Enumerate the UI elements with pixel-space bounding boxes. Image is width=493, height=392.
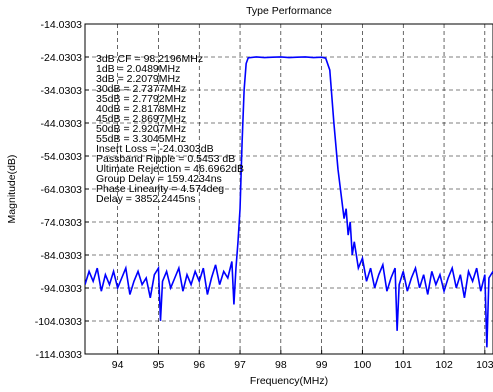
annotation-line: Group Delay = 159.4234ns [96, 173, 222, 185]
chart-title: Type Performance [246, 5, 332, 17]
y-axis-label: Magnitude(dB) [6, 155, 18, 224]
x-tick-label: 102 [435, 359, 453, 371]
y-tick-label: -74.0303 [41, 217, 83, 229]
x-axis-label: Frequency(MHz) [250, 375, 328, 387]
annotation-line: 3dB = 2.2079MHz [96, 73, 180, 85]
annotation-line: 35dB = 2.7792MHz [96, 93, 186, 105]
annotation-line: 3dB CF = 98.2196MHz [96, 53, 203, 65]
annotation-line: Ultimate Rejection = 46.6962dB [96, 163, 244, 175]
x-tick-label: 101 [394, 359, 412, 371]
annotation-line: 30dB = 2.7377MHz [96, 83, 186, 95]
y-tick-label: -104.0303 [35, 316, 82, 328]
x-tick-label: 103 [476, 359, 493, 371]
y-tick-label: -54.0303 [41, 151, 83, 163]
y-tick-label: -114.0303 [35, 349, 82, 361]
annotation-line: 1dB = 2.0489MHz [96, 63, 180, 75]
annotation-line: Phase Linearity = 4.574deg [96, 183, 224, 195]
x-axis-ticks: 94 95 96 97 98 99 100 101 102 103 [112, 350, 493, 371]
annotation-line: Delay = 3852.2445ns [96, 193, 196, 205]
x-tick-label: 99 [316, 359, 328, 371]
x-tick-label: 94 [112, 359, 124, 371]
y-tick-label: -84.0303 [41, 250, 83, 262]
annotation-line: 45dB = 2.8697MHz [96, 113, 186, 125]
x-tick-label: 100 [354, 359, 372, 371]
y-tick-label: -94.0303 [41, 283, 83, 295]
x-tick-label: 98 [275, 359, 287, 371]
y-tick-label: -24.0303 [41, 52, 83, 64]
x-tick-label: 97 [234, 359, 246, 371]
y-axis-ticks: -14.0303 -24.0303 -34.0303 -44.0303 -54.0303… [35, 19, 89, 361]
y-tick-label: -64.0303 [41, 184, 83, 196]
series-line [85, 56, 493, 348]
annotation-line: Passband Ripple = 0.5453 dB [96, 153, 235, 165]
annotation-line: 50dB = 2.9207MHz [96, 123, 186, 135]
y-tick-label: -34.0303 [41, 85, 83, 97]
x-tick-label: 95 [153, 359, 165, 371]
y-tick-label: -44.0303 [41, 118, 83, 130]
x-tick-label: 96 [193, 359, 205, 371]
y-tick-label: -14.0303 [41, 19, 83, 31]
annotation-line: Insert Loss = -24.0303dB [96, 143, 214, 155]
annotation-line: 40dB = 2.8178MHz [96, 103, 186, 115]
annotation-line: 55dB = 3.3045MHz [96, 133, 186, 145]
